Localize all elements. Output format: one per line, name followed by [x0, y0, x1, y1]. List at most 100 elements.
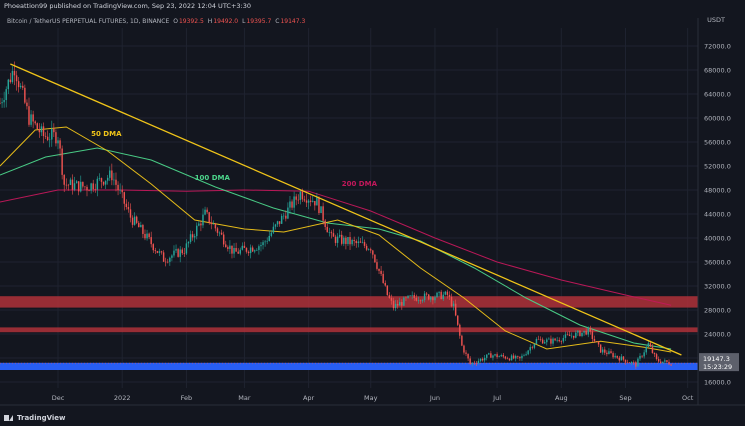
- candle-body: [519, 356, 521, 359]
- candle-body: [158, 251, 161, 253]
- candle-body: [357, 241, 360, 244]
- symbol-header: Bitcoin / TetherUS PERPETUAL FUTURES, 1D…: [7, 16, 305, 26]
- candle-body: [299, 191, 302, 201]
- candle-body: [583, 330, 585, 333]
- candle-body: [560, 341, 563, 342]
- candle-body: [622, 356, 625, 360]
- candle-body: [608, 351, 610, 355]
- candle-body: [448, 294, 451, 297]
- candle-body: [138, 222, 140, 228]
- annotation-label: 50 DMA: [91, 130, 122, 138]
- candle-body: [191, 234, 194, 238]
- candle-body: [146, 233, 148, 239]
- candle-body: [198, 223, 200, 226]
- candle-body: [268, 235, 270, 241]
- candle-body: [425, 293, 428, 295]
- ohlc-low: L 19395.7: [242, 17, 272, 25]
- candle-body: [396, 303, 399, 306]
- candle-body: [36, 123, 39, 130]
- candle-body: [628, 362, 631, 364]
- candle-body: [148, 233, 150, 238]
- candle-body: [254, 250, 256, 252]
- candle-body: [471, 362, 473, 364]
- candle-body: [82, 181, 84, 187]
- candle-body: [430, 297, 432, 300]
- candle-body: [552, 338, 554, 344]
- candle-body: [104, 180, 107, 185]
- last-price-badge: [699, 353, 739, 372]
- candle-body: [370, 249, 372, 251]
- candle-body: [454, 303, 457, 316]
- candle-body: [96, 178, 99, 190]
- candle-body: [434, 297, 436, 301]
- candle-body: [237, 251, 239, 254]
- candle-body: [3, 100, 5, 103]
- candle-body: [40, 126, 43, 133]
- candle-body: [651, 346, 654, 353]
- candle-body: [488, 353, 490, 355]
- x-axis[interactable]: Dec 2022 Feb Mar Apr May Jun Jul Aug Sep Oct: [0, 394, 745, 406]
- x-tick-label: Jul: [492, 394, 501, 402]
- x-tick-label: Sep: [619, 394, 631, 402]
- candle-body: [508, 358, 511, 361]
- symbol-name[interactable]: Bitcoin / TetherUS PERPETUAL FUTURES, 1D…: [7, 17, 170, 25]
- descending-trendline: [10, 63, 682, 356]
- candle-body: [401, 302, 403, 306]
- y-axis[interactable]: 72000.0 68000.0 64000.0 60000.0 56000.0 52000…: [697, 18, 731, 405]
- candle-body: [283, 215, 285, 217]
- candle-body: [227, 247, 229, 249]
- candle-body: [452, 303, 455, 307]
- candle-body: [135, 216, 138, 223]
- tradingview-brand[interactable]: TradingView: [4, 414, 66, 422]
- y-tick-label: 40000.0: [704, 235, 731, 243]
- candle-body: [428, 294, 430, 300]
- y-tick-label: 44000.0: [704, 211, 731, 219]
- candle-body: [233, 247, 235, 254]
- candle-body: [289, 201, 291, 208]
- candle-body: [181, 249, 183, 254]
- candle-body: [318, 197, 320, 214]
- candle-body: [614, 355, 616, 358]
- candle-body: [9, 79, 12, 83]
- ma-series-line: [0, 126, 672, 353]
- candle-body: [351, 239, 353, 245]
- candle-body: [5, 89, 7, 101]
- candle-body: [436, 292, 438, 298]
- published-info: Phoeattion99 published on TradingView.co…: [4, 2, 251, 10]
- candle-body: [537, 339, 540, 340]
- candle-body: [633, 361, 635, 363]
- ma-50-line: [0, 126, 672, 353]
- candle-body: [295, 196, 297, 200]
- candle-body: [612, 353, 614, 358]
- x-tick-label: Oct: [682, 394, 694, 402]
- candle-body: [169, 257, 171, 262]
- candle-body: [626, 362, 629, 364]
- candle-body: [57, 140, 59, 144]
- y-tick-label: 28000.0: [704, 307, 731, 315]
- candle-body: [637, 358, 639, 367]
- candle-body: [65, 184, 68, 186]
- candle-body: [113, 179, 115, 181]
- candle-body: [144, 233, 146, 239]
- candle-body: [515, 355, 517, 359]
- zones: [0, 296, 698, 370]
- y-tick-label: 36000.0: [704, 259, 731, 267]
- candle-body: [185, 243, 188, 254]
- candle-body: [34, 121, 36, 124]
- candle-body: [264, 241, 266, 243]
- candle-body: [86, 186, 88, 191]
- candle-body: [550, 338, 552, 344]
- candle-body: [382, 273, 384, 283]
- candle-body: [121, 189, 123, 193]
- candle-body: [407, 295, 409, 298]
- ohlc-open: O 19392.5: [173, 17, 204, 25]
- x-tick-label: Aug: [555, 394, 568, 402]
- candle-body: [225, 244, 227, 248]
- candle-body: [432, 297, 434, 301]
- candle-body: [527, 350, 529, 355]
- candle-body: [579, 330, 581, 337]
- candle-body: [577, 330, 579, 333]
- candle-body: [13, 71, 16, 76]
- candle-body: [438, 291, 440, 293]
